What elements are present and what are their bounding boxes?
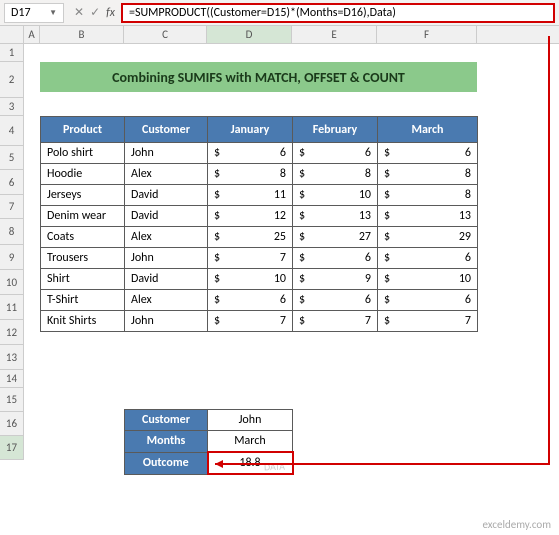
- table-cell[interactable]: $6: [378, 290, 478, 311]
- title-bar: Combining SUMIFS with MATCH, OFFSET & CO…: [40, 62, 477, 92]
- row-header-2[interactable]: 2: [0, 62, 23, 98]
- col-header-f[interactable]: F: [377, 26, 477, 43]
- confirm-icon[interactable]: ✓: [90, 5, 100, 20]
- row-header-3[interactable]: 3: [0, 98, 23, 116]
- table-header: March: [378, 117, 478, 143]
- table-cell[interactable]: Coats: [41, 227, 125, 248]
- table-cell[interactable]: $6: [293, 248, 378, 269]
- table-cell[interactable]: $10: [208, 269, 293, 290]
- table-cell[interactable]: T-Shirt: [41, 290, 125, 311]
- table-cell[interactable]: $13: [293, 206, 378, 227]
- table-cell[interactable]: $13: [378, 206, 478, 227]
- table-cell[interactable]: $6: [378, 143, 478, 164]
- row-header-1[interactable]: 1: [0, 44, 23, 62]
- outcome-label: Outcome: [125, 452, 208, 474]
- column-headers: A B C D E F: [0, 26, 559, 44]
- table-cell[interactable]: $6: [208, 290, 293, 311]
- table-header: February: [293, 117, 378, 143]
- table-cell[interactable]: $25: [208, 227, 293, 248]
- table-cell[interactable]: Shirt: [41, 269, 125, 290]
- table-cell[interactable]: $29: [378, 227, 478, 248]
- row-header-15[interactable]: 15: [0, 388, 23, 412]
- toolbar: D17 ▼ ✕ ✓ fx =SUMPRODUCT((Customer=D15)*…: [0, 0, 559, 26]
- table-cell[interactable]: Jerseys: [41, 185, 125, 206]
- select-all-corner[interactable]: [0, 26, 24, 43]
- row-header-6[interactable]: 6: [0, 170, 23, 195]
- table-header: January: [208, 117, 293, 143]
- table-cell[interactable]: Hoodie: [41, 164, 125, 185]
- table-cell[interactable]: Alex: [125, 227, 208, 248]
- row-header-13[interactable]: 13: [0, 345, 23, 370]
- table-cell[interactable]: $9: [293, 269, 378, 290]
- table-cell[interactable]: John: [125, 143, 208, 164]
- col-header-b[interactable]: B: [40, 26, 124, 43]
- table-cell[interactable]: $7: [378, 311, 478, 332]
- title-text: Combining SUMIFS with MATCH, OFFSET & CO…: [112, 69, 405, 86]
- row-header-11[interactable]: 11: [0, 295, 23, 320]
- cell-reference: D17: [11, 6, 31, 20]
- brand-watermark: exceldemy.com: [483, 518, 552, 531]
- row-header-17[interactable]: 17: [0, 436, 23, 460]
- table-cell[interactable]: $8: [378, 185, 478, 206]
- table-cell[interactable]: Trousers: [41, 248, 125, 269]
- table-header: Customer: [125, 117, 208, 143]
- formula-bar[interactable]: =SUMPRODUCT((Customer=D15)*(Months=D16),…: [121, 3, 555, 23]
- table-cell[interactable]: Denim wear: [41, 206, 125, 227]
- table-cell[interactable]: $6: [378, 248, 478, 269]
- grid[interactable]: Combining SUMIFS with MATCH, OFFSET & CO…: [24, 44, 559, 460]
- row-header-10[interactable]: 10: [0, 270, 23, 295]
- table-cell[interactable]: $8: [293, 164, 378, 185]
- table-cell[interactable]: $27: [293, 227, 378, 248]
- table-cell[interactable]: $12: [208, 206, 293, 227]
- row-header-12[interactable]: 12: [0, 320, 23, 345]
- row-header-5[interactable]: 5: [0, 146, 23, 170]
- table-cell[interactable]: $8: [208, 164, 293, 185]
- table-cell[interactable]: $7: [208, 311, 293, 332]
- table-header: Product: [41, 117, 125, 143]
- formula-text: =SUMPRODUCT((Customer=D15)*(Months=D16),…: [129, 6, 396, 20]
- row-header-16[interactable]: 16: [0, 412, 23, 436]
- col-header-c[interactable]: C: [124, 26, 207, 43]
- lookup-table: Customer John Months March Outcome 18.8: [124, 409, 294, 475]
- months-value[interactable]: March: [208, 431, 293, 453]
- table-cell[interactable]: $7: [293, 311, 378, 332]
- fx-icon[interactable]: fx: [106, 6, 115, 20]
- row-headers: 1234567891011121314151617: [0, 44, 24, 460]
- row-header-8[interactable]: 8: [0, 219, 23, 245]
- table-cell[interactable]: Polo shirt: [41, 143, 125, 164]
- sheet-area: 1234567891011121314151617 Combining SUMI…: [0, 44, 559, 460]
- outcome-value[interactable]: 18.8: [208, 452, 293, 474]
- table-cell[interactable]: David: [125, 185, 208, 206]
- table-cell[interactable]: Alex: [125, 164, 208, 185]
- table-cell[interactable]: David: [125, 206, 208, 227]
- data-table: ProductCustomerJanuaryFebruaryMarch Polo …: [40, 116, 478, 332]
- name-box[interactable]: D17 ▼: [4, 3, 64, 23]
- table-cell[interactable]: $11: [208, 185, 293, 206]
- customer-value[interactable]: John: [208, 410, 293, 431]
- table-cell[interactable]: $10: [293, 185, 378, 206]
- table-cell[interactable]: John: [125, 311, 208, 332]
- formula-controls: ✕ ✓ fx: [74, 5, 115, 20]
- customer-label: Customer: [125, 410, 208, 431]
- col-header-d[interactable]: D: [207, 26, 292, 43]
- row-header-7[interactable]: 7: [0, 195, 23, 219]
- table-cell[interactable]: Alex: [125, 290, 208, 311]
- table-cell[interactable]: $6: [208, 143, 293, 164]
- row-header-9[interactable]: 9: [0, 245, 23, 270]
- table-cell[interactable]: $6: [293, 143, 378, 164]
- row-header-4[interactable]: 4: [0, 116, 23, 146]
- table-cell[interactable]: $6: [293, 290, 378, 311]
- table-cell[interactable]: $7: [208, 248, 293, 269]
- months-label: Months: [125, 431, 208, 453]
- row-header-14[interactable]: 14: [0, 370, 23, 388]
- table-cell[interactable]: David: [125, 269, 208, 290]
- table-cell[interactable]: John: [125, 248, 208, 269]
- col-header-a[interactable]: A: [24, 26, 40, 43]
- cancel-icon[interactable]: ✕: [74, 5, 84, 20]
- dropdown-icon[interactable]: ▼: [49, 8, 57, 18]
- table-cell[interactable]: $10: [378, 269, 478, 290]
- table-cell[interactable]: $8: [378, 164, 478, 185]
- table-cell[interactable]: Knit Shirts: [41, 311, 125, 332]
- col-header-e[interactable]: E: [292, 26, 377, 43]
